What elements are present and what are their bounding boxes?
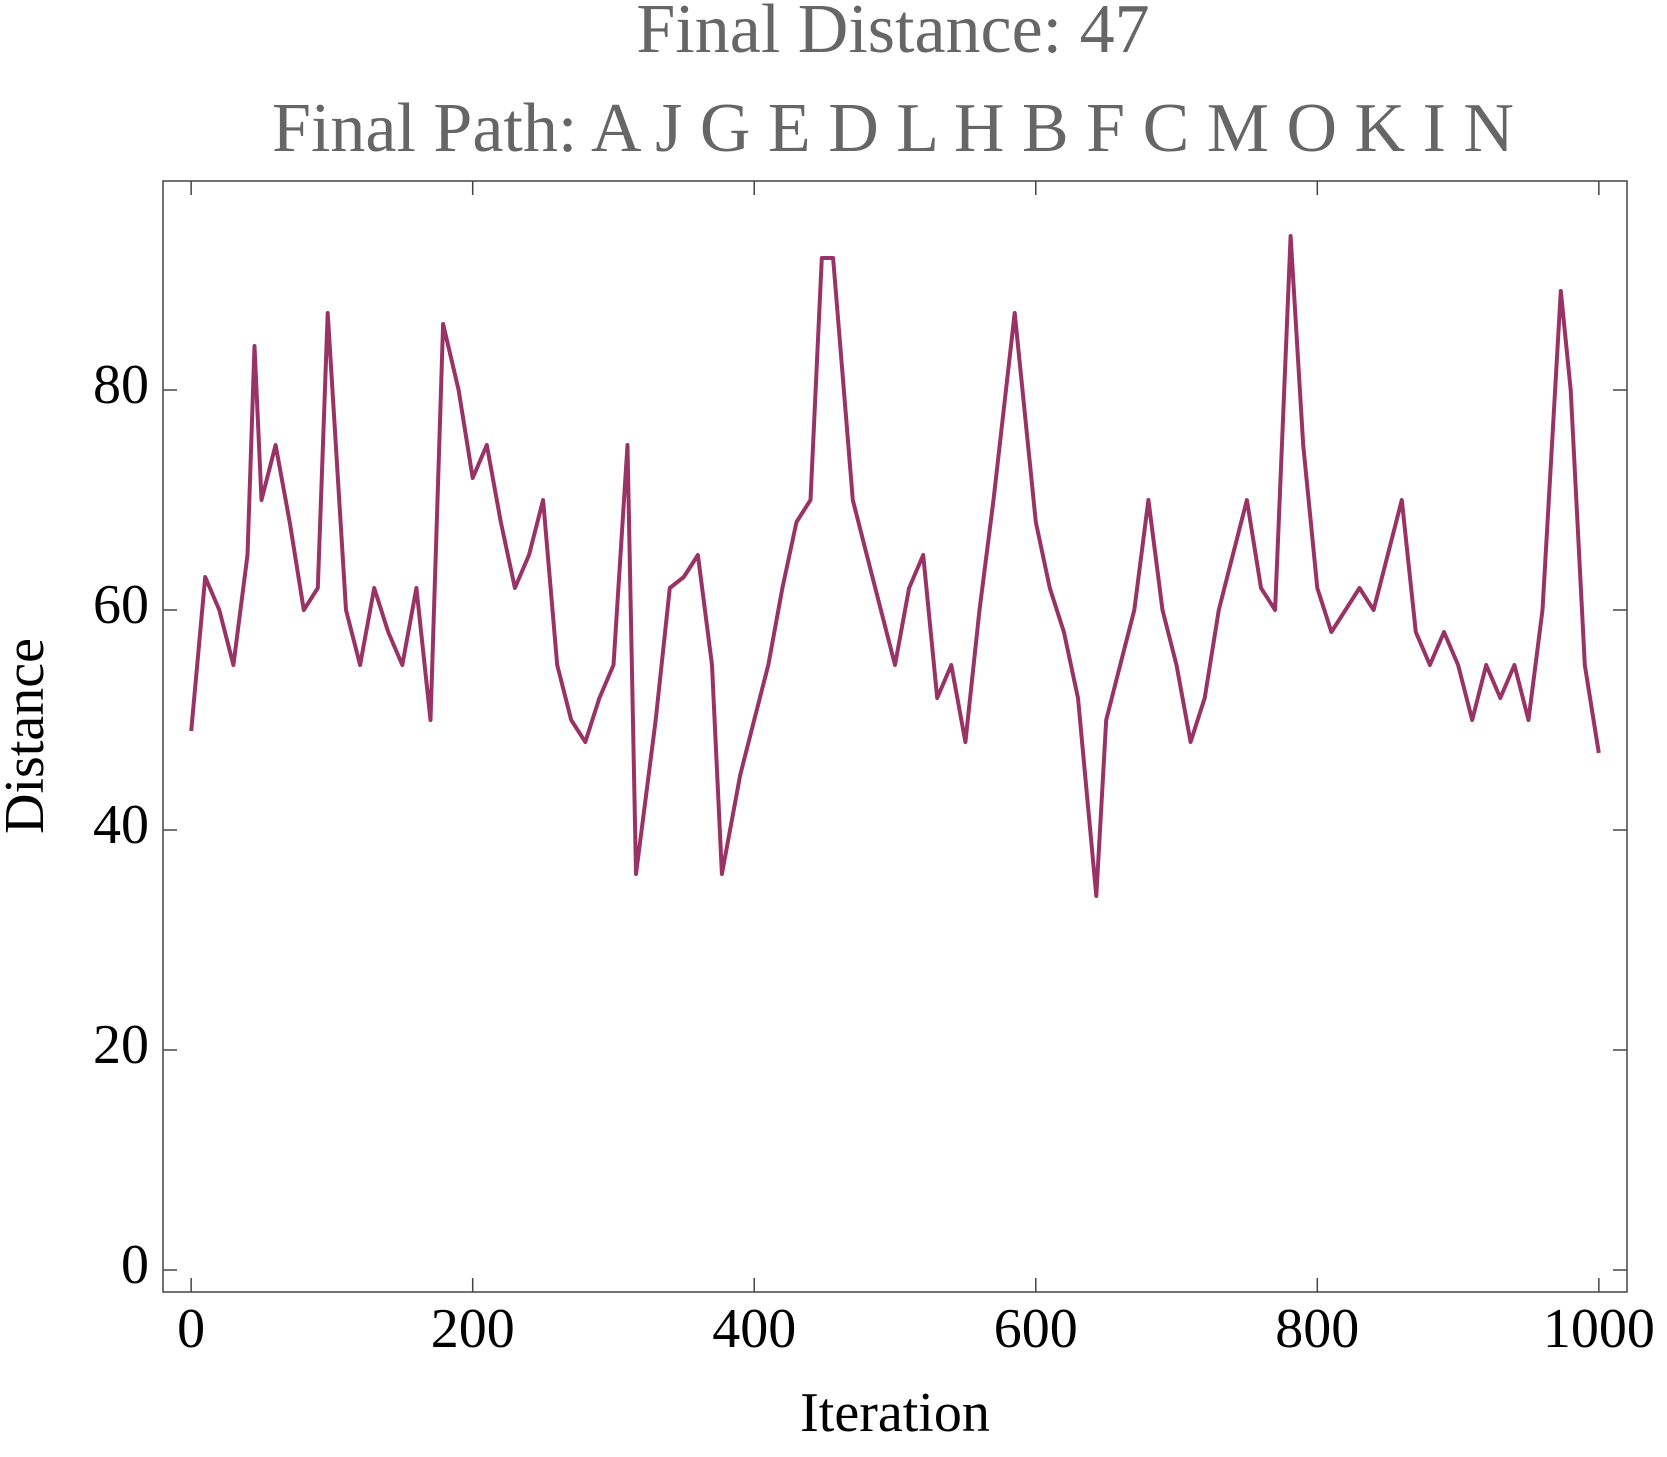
x-tick-label: 400	[712, 1298, 796, 1360]
y-tick-label: 80	[93, 354, 149, 416]
x-tick-label: 0	[177, 1298, 205, 1360]
x-axis-label: Iteration	[800, 1382, 990, 1444]
y-tick-label: 40	[93, 794, 149, 856]
data-line	[189, 234, 1601, 898]
x-tick-label: 200	[431, 1298, 515, 1360]
y-tick-label: 20	[93, 1014, 149, 1076]
y-tick-label: 60	[93, 574, 149, 636]
y-tick-label: 0	[121, 1234, 149, 1296]
x-tick-label: 1000	[1543, 1298, 1655, 1360]
plot-frame	[162, 180, 1628, 1293]
chart-subtitle: Final Path: A J G E D L H B F C M O K I …	[272, 90, 1514, 167]
y-axis-label: Distance	[0, 638, 56, 834]
x-tick-label: 600	[994, 1298, 1078, 1360]
chart-title: Final Distance: 47	[636, 0, 1149, 68]
x-tick-label: 800	[1275, 1298, 1359, 1360]
